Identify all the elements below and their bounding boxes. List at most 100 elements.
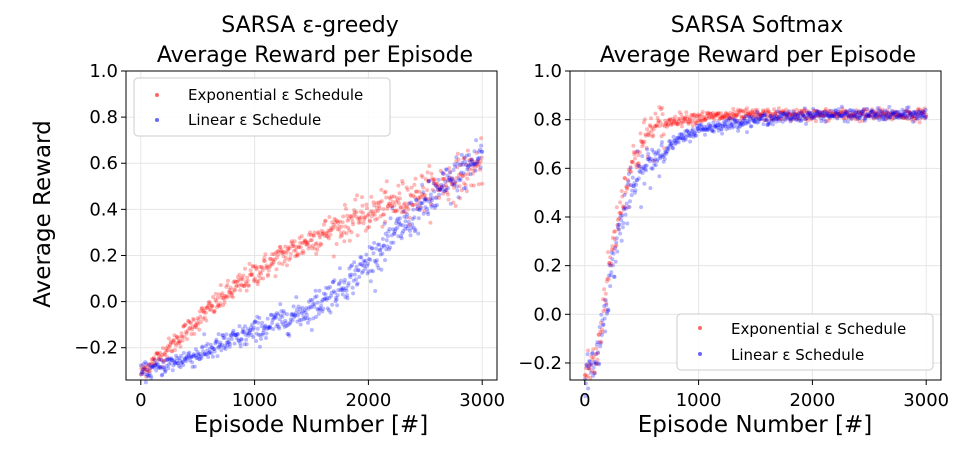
left-series-1-point [445,173,450,178]
left-series-1-point [392,231,396,236]
right-series-0-point [748,110,753,115]
left-series-0-point [331,222,336,227]
right-series-0-point [828,111,833,116]
left-series-1-point [283,318,288,323]
left-series-0-point [163,350,168,355]
right-chart-title-line1: SARSA Softmax [671,13,843,38]
right-series-1-point [822,109,827,114]
right-series-0-point [772,107,776,112]
right-series-1-point [775,116,780,121]
right-series-1-point [630,188,635,193]
right-series-0-point [920,108,925,113]
left-series-0-point [454,159,459,163]
right-series-0-point [922,110,926,115]
right-series-1-point [912,109,917,114]
right-series-1-point [634,182,639,187]
left-series-1-point [352,272,357,277]
right-series-0-point [817,112,822,117]
right-series-0-point [904,109,909,113]
left-series-1-point [357,262,362,267]
left-series-0-point [241,273,246,278]
right-series-1-point [602,304,607,308]
right-series-1-point [868,110,873,115]
left-series-1-point [364,263,369,268]
right-series-1-point [699,127,704,132]
left-series-0-point [395,198,400,203]
left-series-0-point [420,192,425,196]
right-series-1-point [741,122,746,127]
left-series-0-point [378,200,383,205]
left-series-1-point [207,346,212,351]
right-series-1-point [892,110,897,115]
left-series-1-point [309,328,314,332]
left-series-0-point [342,202,347,207]
left-series-1-point [377,242,382,247]
left-series-0-point [329,226,334,230]
left-series-1-point [398,223,403,227]
left-series-0-point [176,339,181,344]
right-series-0-point [633,150,638,155]
right-series-0-point [906,113,910,118]
left-series-0-point [175,335,180,340]
left-series-0-point [307,232,311,237]
left-series-1-point [169,356,174,361]
left-series-1-point [183,356,188,361]
left-series-0-point [443,183,448,188]
left-series-0-point [458,196,463,201]
right-series-1-point [594,352,599,356]
right-series-0-point [885,108,890,113]
right-series-1-point [651,150,656,154]
left-series-1-point [392,232,397,236]
right-series-1-point [850,109,855,114]
right-series-0-point [602,287,607,292]
right-series-0-point [804,117,808,122]
left-series-0-point [399,210,404,215]
right-series-1-point [843,112,848,117]
right-series-1-point [708,123,712,128]
left-series-1-point [377,248,382,253]
right-series-1-point [735,118,740,123]
left-series-1-point [306,306,311,311]
right-series-0-point [688,117,693,122]
right-series-1-point [879,114,884,119]
right-series-0-point [805,116,810,120]
right-series-1-point [733,120,738,125]
right-series-0-point [694,121,699,126]
left-series-0-point [404,185,409,190]
right-series-0-point [875,112,880,117]
right-series-0-point [905,116,910,121]
right-series-0-point [616,227,621,232]
left-series-1-point [304,312,309,317]
left-series-1-point [319,299,324,304]
right-series-1-point [633,188,638,193]
right-series-1-point [850,114,855,119]
left-series-1-point [304,306,309,310]
right-series-0-point [880,111,885,116]
right-x-tick-label: 3000 [903,390,949,411]
right-series-0-point [877,106,882,111]
right-series-1-point [921,113,926,118]
right-series-1-point [823,119,828,124]
right-series-1-point [622,193,627,197]
right-series-0-point [612,237,617,242]
left-series-1-point [379,267,384,272]
right-series-0-point [749,109,754,114]
right-series-0-point [766,109,771,114]
left-series-1-point [369,246,374,251]
right-series-0-point [669,123,674,127]
right-series-0-point [856,115,861,120]
left-series-0-point [263,252,268,257]
right-series-1-point [821,117,826,121]
right-series-0-point [697,115,702,120]
right-series-1-point [748,117,753,121]
left-series-1-point [171,363,176,368]
right-series-1-point [899,113,904,118]
left-series-0-point [207,299,212,304]
left-series-0-point [433,182,438,187]
right-series-1-point [799,118,803,123]
left-series-0-point [189,332,194,337]
left-series-1-point [283,321,288,325]
right-series-1-point [613,259,618,264]
right-series-0-point [699,118,704,123]
right-series-0-point [608,255,613,260]
